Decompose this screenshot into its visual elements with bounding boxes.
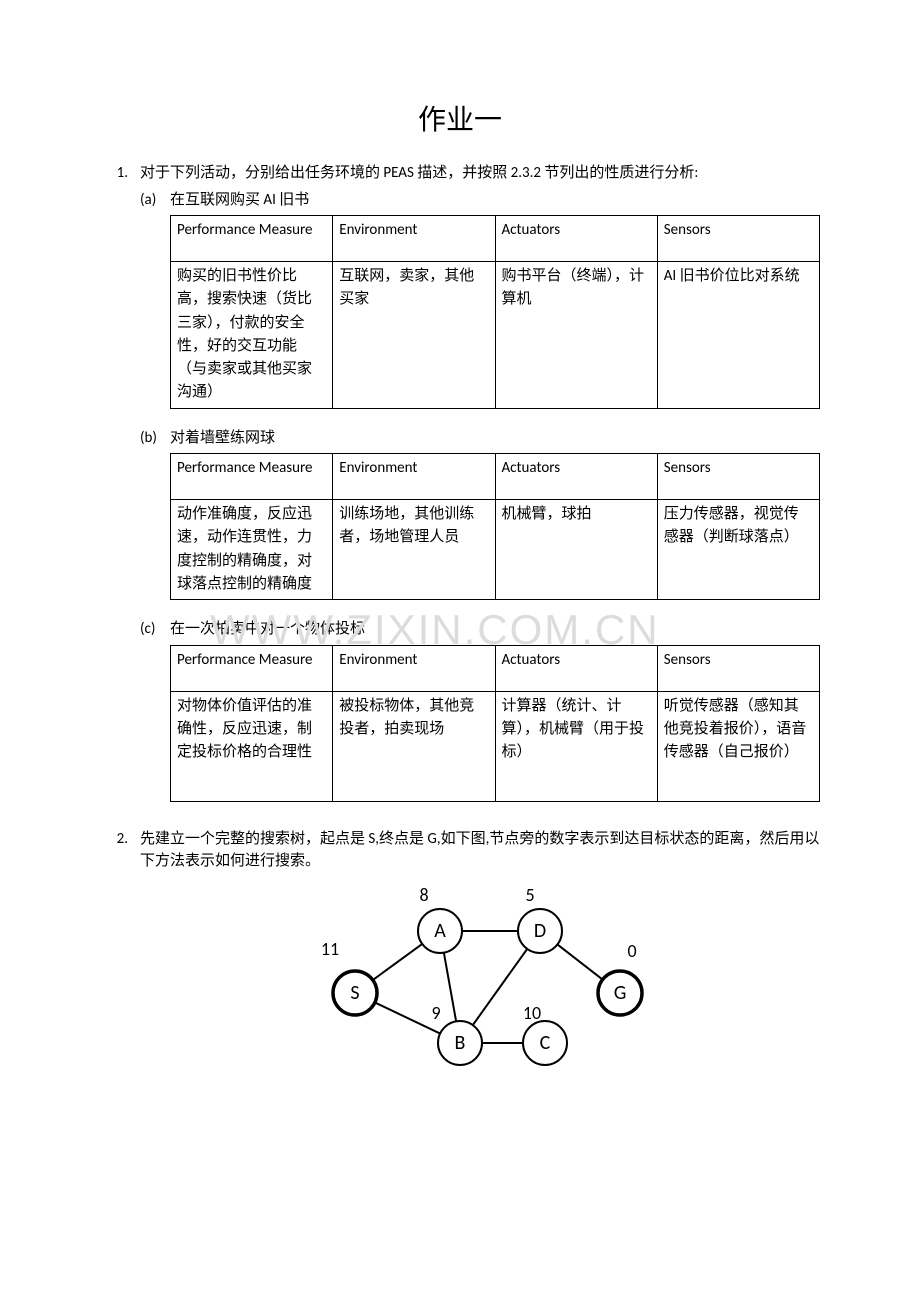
q1b-table: Performance Measure Environment Actuator… (170, 453, 820, 600)
graph-node-label: C (540, 1031, 551, 1055)
q1c-num: (c) (140, 618, 170, 802)
q1a: (a) 在互联网购买 AI 旧书 Performance Measure Env… (140, 189, 820, 409)
graph-node-label: D (534, 919, 546, 943)
table-header: Performance Measure (171, 216, 333, 262)
graph-distance-label: 9 (431, 1002, 440, 1024)
table-cell: 购买的旧书性价比高，搜索快速（货比三家），付款的安全性，好的交互功能（与卖家或其… (171, 262, 333, 409)
search-graph: S 11 A8 B9 D5 C 10 G0 (300, 883, 660, 1083)
table-cell: 计算器（统计、计算），机械臂（用于投标） (495, 691, 657, 801)
q1b: (b) 对着墙壁练网球 Performance Measure Environm… (140, 427, 820, 601)
graph-edge (375, 1002, 440, 1033)
graph-edge (557, 944, 602, 979)
q1-text: 对于下列活动，分别给出任务环境的 PEAS 描述，并按照 2.3.2 节列出的性… (140, 162, 820, 185)
graph-edge (444, 952, 456, 1021)
table-cell: 被投标物体，其他竞投者，拍卖现场 (333, 691, 495, 801)
graph-distance-label: 8 (419, 884, 428, 906)
table-header: Environment (333, 454, 495, 500)
table-header: Performance Measure (171, 454, 333, 500)
q2-number: 2. (100, 828, 140, 1091)
table-cell: 机械臂，球拍 (495, 500, 657, 600)
graph-distance-label: 5 (525, 884, 534, 906)
table-header: Actuators (495, 645, 657, 691)
table-header: Environment (333, 645, 495, 691)
table-cell: 听觉传感器（感知其他竞投着报价），语音传感器（自己报价） (657, 691, 819, 801)
table-header: Sensors (657, 216, 819, 262)
question-1: 1. 对于下列活动，分别给出任务环境的 PEAS 描述，并按照 2.3.2 节列… (100, 162, 820, 820)
q1b-label: 对着墙壁练网球 (170, 427, 820, 450)
table-cell: 动作准确度，反应迅速，动作连贯性，力度控制的精确度，对球落点控制的精确度 (171, 500, 333, 600)
page-title: 作业一 (100, 100, 820, 142)
q1a-num: (a) (140, 189, 170, 409)
table-header: Actuators (495, 216, 657, 262)
q1c-table: Performance Measure Environment Actuator… (170, 645, 820, 802)
table-cell: 训练场地，其他训练者，场地管理人员 (333, 500, 495, 600)
q1c: (c) 在一次拍卖中对一个物体投标 Performance Measure En… (140, 618, 820, 802)
table-header: Sensors (657, 454, 819, 500)
table-cell: 互联网，卖家，其他买家 (333, 262, 495, 409)
graph-distance-label: 10 (523, 1002, 541, 1024)
q1a-table: Performance Measure Environment Actuator… (170, 215, 820, 409)
table-header: Environment (333, 216, 495, 262)
graph-node-label: B (455, 1031, 466, 1055)
graph-distance-label: 11 (321, 938, 339, 960)
graph-node-label: S (350, 981, 359, 1005)
table-cell: 购书平台（终端），计算机 (495, 262, 657, 409)
q1-number: 1. (100, 162, 140, 820)
table-cell: 压力传感器，视觉传感器（判断球落点） (657, 500, 819, 600)
graph-edge (373, 943, 422, 979)
table-header: Actuators (495, 454, 657, 500)
table-cell: AI 旧书价位比对系统 (657, 262, 819, 409)
table-header: Sensors (657, 645, 819, 691)
graph-distance-label: 0 (627, 940, 636, 962)
table-cell: 对物体价值评估的准确性，反应迅速，制定投标价格的合理性 (171, 691, 333, 801)
question-2: 2. 先建立一个完整的搜索树，起点是 S,终点是 G,如下图,节点旁的数字表示到… (100, 828, 820, 1091)
q1a-label: 在互联网购买 AI 旧书 (170, 189, 820, 212)
q1b-num: (b) (140, 427, 170, 601)
q2-text: 先建立一个完整的搜索树，起点是 S,终点是 G,如下图,节点旁的数字表示到达目标… (140, 828, 820, 873)
graph-container: S 11 A8 B9 D5 C 10 G0 (140, 883, 820, 1091)
graph-edge (473, 948, 527, 1024)
table-header: Performance Measure (171, 645, 333, 691)
graph-node-label: A (434, 919, 446, 943)
graph-node-label: G (614, 981, 627, 1005)
q1c-label: 在一次拍卖中对一个物体投标 (170, 618, 820, 641)
